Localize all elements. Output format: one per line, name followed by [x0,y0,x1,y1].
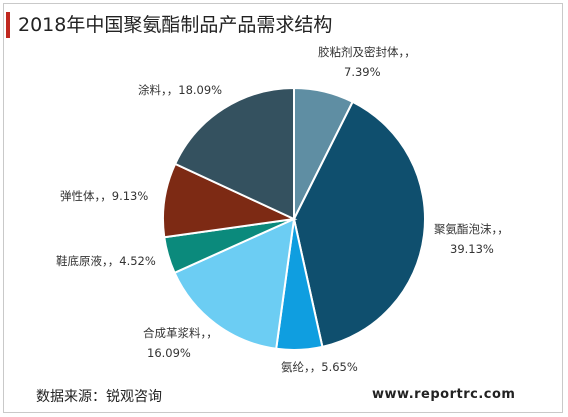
slice-value-2: 39.13% [450,242,494,256]
slice-label-5: 鞋底原液，，4.52% [56,254,156,268]
slice-label-3: 氨纶，，5.65% [281,360,358,374]
title-accent-bar [6,12,10,38]
chart-frame [3,3,563,413]
slice-value-1: 7.39% [344,65,381,79]
slice-label-2: 聚氨酯泡沫，， [434,222,509,236]
website-url: www.reportrc.com [372,387,516,402]
data-source: 数据来源：锐观咨询 [36,389,162,405]
chart-title: 2018年中国聚氨酯制品产品需求结构 [18,14,333,36]
slice-value-4: 16.09% [147,346,191,360]
slice-label-7: 涂料，，18.09% [138,83,222,97]
pie-slice-4 [173,217,296,350]
pie-slice-2 [292,100,426,349]
pie-slice-7 [173,86,295,221]
slice-label-1: 胶粘剂及密封体，， [318,45,416,59]
slice-label-6: 弹性体，，9.13% [60,189,148,203]
slice-label-4: 合成革浆料，， [143,326,218,340]
